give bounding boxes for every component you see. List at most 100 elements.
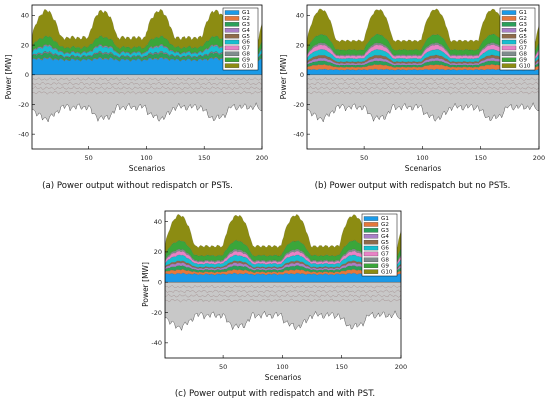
legend-swatch-g1 (363, 216, 379, 221)
demand-line (165, 298, 401, 303)
y-tick-label: 0 (300, 71, 304, 79)
legend-swatch-g8 (501, 51, 517, 57)
x-tick-label: 100 (276, 363, 288, 371)
demand-line (32, 86, 262, 90)
legend-swatch-g6 (224, 39, 240, 45)
legend-label-g9: G9 (381, 263, 389, 269)
legend-swatch-g9 (501, 57, 517, 62)
y-tick-label: 40 (296, 12, 304, 20)
legend-label-g1: G1 (381, 216, 389, 222)
x-tick-label: 50 (84, 154, 92, 162)
legend-label-g8: G8 (242, 52, 250, 58)
legend-swatch-g3 (224, 22, 240, 27)
y-tick-label: 20 (154, 248, 162, 256)
legend-label-g6: G6 (242, 40, 250, 46)
x-axis-label: Scenarios (265, 373, 302, 382)
legend-swatch-g4 (363, 234, 379, 239)
legend-swatch-g10 (224, 63, 240, 68)
x-tick-label: 100 (140, 154, 152, 162)
demand-line (307, 81, 539, 86)
demand-line (32, 81, 262, 86)
plot-area (165, 214, 401, 332)
legend-swatch-g5 (224, 33, 240, 39)
x-tick-label: 150 (198, 154, 210, 162)
y-tick-label: -20 (293, 101, 304, 109)
y-tick-label: -20 (18, 101, 29, 109)
x-tick-label: 100 (416, 154, 428, 162)
chart-panel-c: -40 -20 0 20 40 50 100 150 200 Scenarios Power [MW… (137, 203, 413, 406)
legend-label-g2: G2 (242, 16, 250, 22)
plot-area (32, 9, 262, 123)
legend-label-g3: G3 (242, 22, 250, 28)
area-negative-load (307, 74, 539, 123)
chart-svg-a: -40 -20 0 20 40 50 100 150 200 Scenarios Power [MW… (4, 4, 268, 173)
legend-label-g3: G3 (381, 228, 389, 234)
legend-swatch-g2 (363, 222, 379, 227)
demand-line (165, 293, 401, 298)
area-negative-load (165, 281, 401, 332)
demand-line (307, 86, 539, 90)
y-tick-label: 20 (296, 41, 304, 49)
legend-label-g1: G1 (242, 10, 250, 16)
demand-line (32, 90, 262, 95)
area-g10 (165, 214, 401, 257)
x-tick-label: 150 (335, 363, 347, 371)
legend-swatch-g8 (363, 257, 379, 263)
legend-label-g8: G8 (519, 52, 527, 58)
plot-area (307, 8, 539, 123)
legend-swatch-g6 (501, 39, 517, 45)
legend-swatch-g10 (501, 63, 517, 68)
demand-line (165, 289, 401, 294)
legend-label-g6: G6 (381, 246, 389, 252)
legend-swatch-g9 (224, 57, 240, 62)
legend-swatch-g7 (224, 45, 240, 51)
legend-label-g10: G10 (381, 269, 393, 275)
x-tick-label: 50 (360, 154, 368, 162)
legend-label-g2: G2 (519, 16, 527, 22)
legend-swatch-g6 (363, 245, 379, 251)
legend-label-g5: G5 (242, 34, 250, 40)
x-axis-label: Scenarios (405, 164, 442, 173)
y-tick-label: -40 (293, 130, 304, 138)
x-tick-label: 150 (474, 154, 486, 162)
chart-panel-b: -40 -20 0 20 40 50 100 150 200 Scenarios Power [MW… (275, 0, 550, 203)
legend-label-g1: G1 (519, 10, 527, 16)
area-g10 (307, 8, 539, 51)
legend-swatch-g5 (363, 239, 379, 245)
legend-label-g2: G2 (381, 222, 389, 228)
legend-label-g10: G10 (519, 63, 531, 69)
y-tick-label: -40 (151, 339, 162, 347)
legend-label-g5: G5 (381, 240, 389, 246)
chart-svg-c: -40 -20 0 20 40 50 100 150 200 Scenarios Power [MW… (141, 210, 407, 382)
demand-line (32, 77, 262, 81)
caption-a: (a) Power output without redispatch or P… (42, 181, 233, 191)
legend-label-g4: G4 (242, 28, 250, 34)
legend-swatch-g1 (501, 10, 517, 15)
legend-swatch-g8 (224, 51, 240, 57)
x-axis-label: Scenarios (129, 164, 166, 173)
legend-label-g9: G9 (519, 57, 527, 63)
legend-label-g4: G4 (381, 234, 389, 240)
legend-swatch-g3 (501, 22, 517, 27)
y-tick-label: 20 (21, 41, 29, 49)
demand-line (307, 77, 539, 81)
legend-label-g6: G6 (519, 40, 527, 46)
plot-frame (164, 210, 402, 359)
caption-b: (b) Power output with redispatch but no … (314, 181, 511, 191)
legend-label-g3: G3 (519, 22, 527, 28)
demand-line (165, 284, 401, 289)
legend-swatch-g3 (363, 228, 379, 233)
x-tick-label: 200 (395, 363, 407, 371)
legend-label-g7: G7 (381, 252, 389, 258)
y-axis-label: Power [MW] (279, 55, 288, 100)
y-tick-label: 0 (25, 71, 29, 79)
legend-swatch-g1 (224, 10, 240, 15)
legend-swatch-g2 (501, 16, 517, 21)
y-tick-label: -20 (151, 309, 162, 317)
demand-line (307, 90, 539, 95)
y-tick-label: 0 (158, 279, 162, 287)
y-tick-label: 40 (154, 218, 162, 226)
legend-label-g7: G7 (242, 46, 250, 52)
legend-label-g5: G5 (519, 34, 527, 40)
plot-frame (306, 4, 540, 150)
